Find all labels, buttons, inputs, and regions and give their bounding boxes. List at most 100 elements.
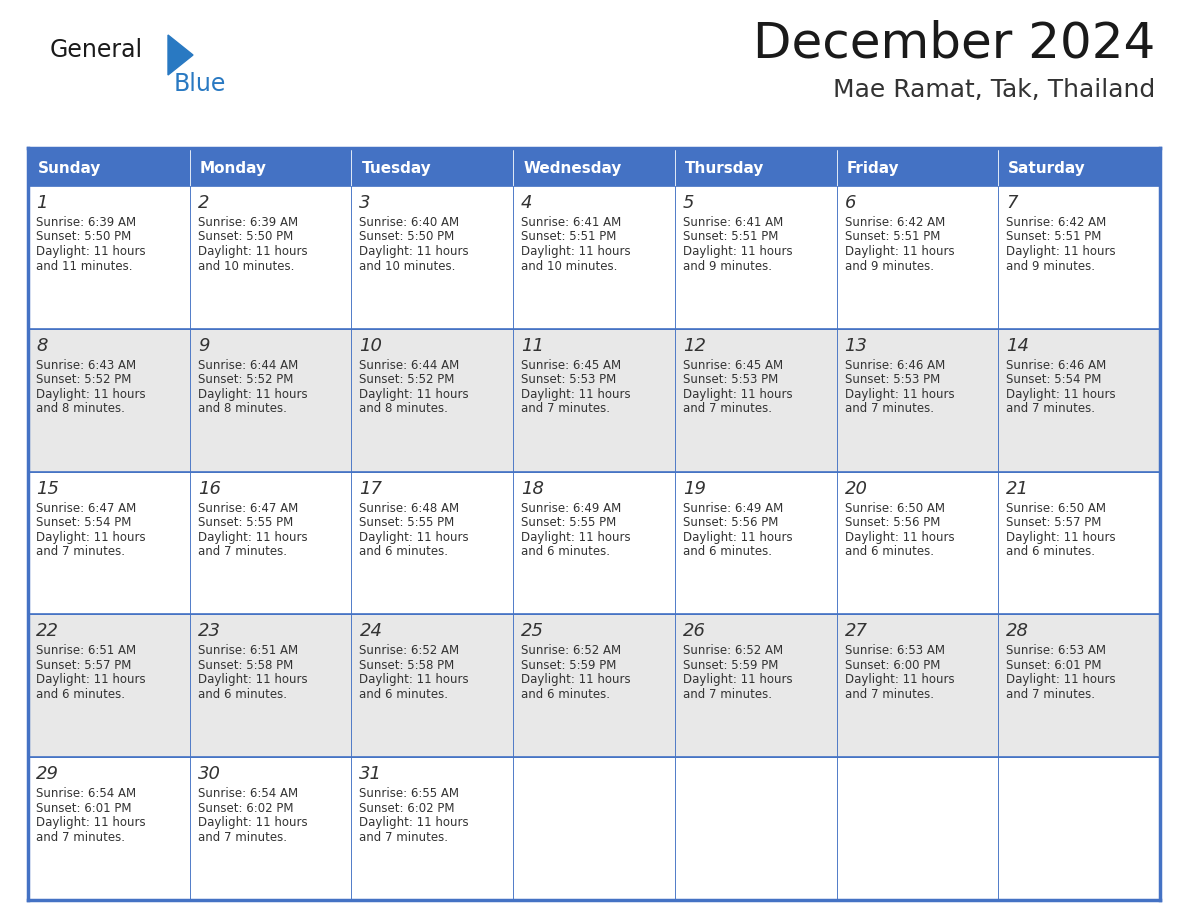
Text: 22: 22 bbox=[36, 622, 59, 641]
Bar bbox=[190, 186, 352, 329]
Text: 14: 14 bbox=[1006, 337, 1029, 354]
Text: Sunset: 6:00 PM: Sunset: 6:00 PM bbox=[845, 659, 940, 672]
Text: Sunrise: 6:43 AM: Sunrise: 6:43 AM bbox=[36, 359, 137, 372]
Text: Sunset: 5:53 PM: Sunset: 5:53 PM bbox=[683, 374, 778, 386]
Bar bbox=[675, 757, 836, 900]
Text: Daylight: 11 hours: Daylight: 11 hours bbox=[522, 387, 631, 401]
Text: Sunrise: 6:50 AM: Sunrise: 6:50 AM bbox=[1006, 501, 1106, 515]
Bar bbox=[675, 329, 836, 472]
Text: Sunset: 5:51 PM: Sunset: 5:51 PM bbox=[683, 230, 778, 243]
Text: Sunset: 6:01 PM: Sunset: 6:01 PM bbox=[1006, 659, 1101, 672]
Text: Daylight: 11 hours: Daylight: 11 hours bbox=[360, 245, 469, 258]
Text: Sunset: 6:02 PM: Sunset: 6:02 PM bbox=[197, 801, 293, 814]
Bar bbox=[29, 186, 190, 329]
Bar bbox=[998, 614, 1159, 757]
Text: Sunrise: 6:41 AM: Sunrise: 6:41 AM bbox=[683, 216, 783, 229]
Text: Daylight: 11 hours: Daylight: 11 hours bbox=[683, 531, 792, 543]
Text: Sunday: Sunday bbox=[38, 162, 101, 176]
Text: Sunrise: 6:50 AM: Sunrise: 6:50 AM bbox=[845, 501, 944, 515]
Bar bbox=[675, 472, 836, 614]
Text: Thursday: Thursday bbox=[684, 162, 764, 176]
Text: and 7 minutes.: and 7 minutes. bbox=[845, 402, 934, 415]
Bar bbox=[352, 148, 513, 186]
Text: and 7 minutes.: and 7 minutes. bbox=[197, 831, 286, 844]
Text: and 9 minutes.: and 9 minutes. bbox=[683, 260, 772, 273]
Bar bbox=[998, 186, 1159, 329]
Text: and 6 minutes.: and 6 minutes. bbox=[845, 545, 934, 558]
Text: Daylight: 11 hours: Daylight: 11 hours bbox=[36, 387, 146, 401]
Text: and 10 minutes.: and 10 minutes. bbox=[522, 260, 618, 273]
Text: Daylight: 11 hours: Daylight: 11 hours bbox=[845, 531, 954, 543]
Text: Sunset: 5:58 PM: Sunset: 5:58 PM bbox=[197, 659, 293, 672]
Text: Sunset: 5:54 PM: Sunset: 5:54 PM bbox=[1006, 374, 1101, 386]
Text: Sunrise: 6:54 AM: Sunrise: 6:54 AM bbox=[36, 788, 137, 800]
Text: and 6 minutes.: and 6 minutes. bbox=[522, 545, 611, 558]
Text: 2: 2 bbox=[197, 194, 209, 212]
Text: and 7 minutes.: and 7 minutes. bbox=[36, 831, 125, 844]
Text: 21: 21 bbox=[1006, 479, 1029, 498]
Text: 25: 25 bbox=[522, 622, 544, 641]
Text: Sunrise: 6:39 AM: Sunrise: 6:39 AM bbox=[197, 216, 298, 229]
Text: Sunset: 5:57 PM: Sunset: 5:57 PM bbox=[1006, 516, 1101, 529]
Bar bbox=[190, 757, 352, 900]
Text: Sunrise: 6:55 AM: Sunrise: 6:55 AM bbox=[360, 788, 460, 800]
Text: Sunrise: 6:53 AM: Sunrise: 6:53 AM bbox=[1006, 644, 1106, 657]
Text: 9: 9 bbox=[197, 337, 209, 354]
Text: Sunrise: 6:51 AM: Sunrise: 6:51 AM bbox=[197, 644, 298, 657]
Text: Blue: Blue bbox=[173, 72, 227, 96]
Bar bbox=[190, 148, 352, 186]
Text: 16: 16 bbox=[197, 479, 221, 498]
Bar bbox=[29, 757, 190, 900]
Text: Wednesday: Wednesday bbox=[523, 162, 621, 176]
Text: Sunrise: 6:52 AM: Sunrise: 6:52 AM bbox=[683, 644, 783, 657]
Text: and 7 minutes.: and 7 minutes. bbox=[683, 402, 772, 415]
Text: Sunset: 5:59 PM: Sunset: 5:59 PM bbox=[683, 659, 778, 672]
Bar bbox=[836, 148, 998, 186]
Text: Tuesday: Tuesday bbox=[361, 162, 431, 176]
Text: Daylight: 11 hours: Daylight: 11 hours bbox=[683, 674, 792, 687]
Text: Sunset: 5:51 PM: Sunset: 5:51 PM bbox=[522, 230, 617, 243]
Text: Daylight: 11 hours: Daylight: 11 hours bbox=[197, 387, 308, 401]
Text: and 8 minutes.: and 8 minutes. bbox=[360, 402, 448, 415]
Text: Daylight: 11 hours: Daylight: 11 hours bbox=[360, 387, 469, 401]
Text: 31: 31 bbox=[360, 766, 383, 783]
Text: Daylight: 11 hours: Daylight: 11 hours bbox=[197, 531, 308, 543]
Text: Sunset: 5:55 PM: Sunset: 5:55 PM bbox=[197, 516, 293, 529]
Text: and 7 minutes.: and 7 minutes. bbox=[683, 688, 772, 701]
Text: 29: 29 bbox=[36, 766, 59, 783]
Text: Daylight: 11 hours: Daylight: 11 hours bbox=[522, 531, 631, 543]
Text: Daylight: 11 hours: Daylight: 11 hours bbox=[845, 245, 954, 258]
Text: Sunrise: 6:54 AM: Sunrise: 6:54 AM bbox=[197, 788, 298, 800]
Bar bbox=[352, 329, 513, 472]
Text: and 6 minutes.: and 6 minutes. bbox=[522, 688, 611, 701]
Text: Sunrise: 6:46 AM: Sunrise: 6:46 AM bbox=[845, 359, 944, 372]
Text: Daylight: 11 hours: Daylight: 11 hours bbox=[197, 245, 308, 258]
Text: 5: 5 bbox=[683, 194, 694, 212]
Text: Sunrise: 6:52 AM: Sunrise: 6:52 AM bbox=[522, 644, 621, 657]
Bar bbox=[998, 757, 1159, 900]
Text: 7: 7 bbox=[1006, 194, 1018, 212]
Text: 20: 20 bbox=[845, 479, 867, 498]
Text: Sunset: 5:52 PM: Sunset: 5:52 PM bbox=[360, 374, 455, 386]
Text: 30: 30 bbox=[197, 766, 221, 783]
Text: Sunrise: 6:44 AM: Sunrise: 6:44 AM bbox=[197, 359, 298, 372]
Text: Daylight: 11 hours: Daylight: 11 hours bbox=[522, 245, 631, 258]
Text: and 10 minutes.: and 10 minutes. bbox=[197, 260, 295, 273]
Bar bbox=[675, 186, 836, 329]
Bar bbox=[836, 472, 998, 614]
Text: Daylight: 11 hours: Daylight: 11 hours bbox=[845, 674, 954, 687]
Text: Sunrise: 6:42 AM: Sunrise: 6:42 AM bbox=[845, 216, 944, 229]
Text: and 6 minutes.: and 6 minutes. bbox=[1006, 545, 1095, 558]
Text: December 2024: December 2024 bbox=[753, 20, 1155, 68]
Text: 27: 27 bbox=[845, 622, 867, 641]
Text: Sunrise: 6:45 AM: Sunrise: 6:45 AM bbox=[522, 359, 621, 372]
Bar bbox=[836, 757, 998, 900]
Text: Sunset: 5:54 PM: Sunset: 5:54 PM bbox=[36, 516, 132, 529]
Text: Sunset: 5:50 PM: Sunset: 5:50 PM bbox=[360, 230, 455, 243]
Text: Sunrise: 6:41 AM: Sunrise: 6:41 AM bbox=[522, 216, 621, 229]
Bar bbox=[190, 472, 352, 614]
Bar bbox=[513, 148, 675, 186]
Text: Sunrise: 6:47 AM: Sunrise: 6:47 AM bbox=[36, 501, 137, 515]
Text: and 6 minutes.: and 6 minutes. bbox=[360, 688, 448, 701]
Text: Sunrise: 6:45 AM: Sunrise: 6:45 AM bbox=[683, 359, 783, 372]
